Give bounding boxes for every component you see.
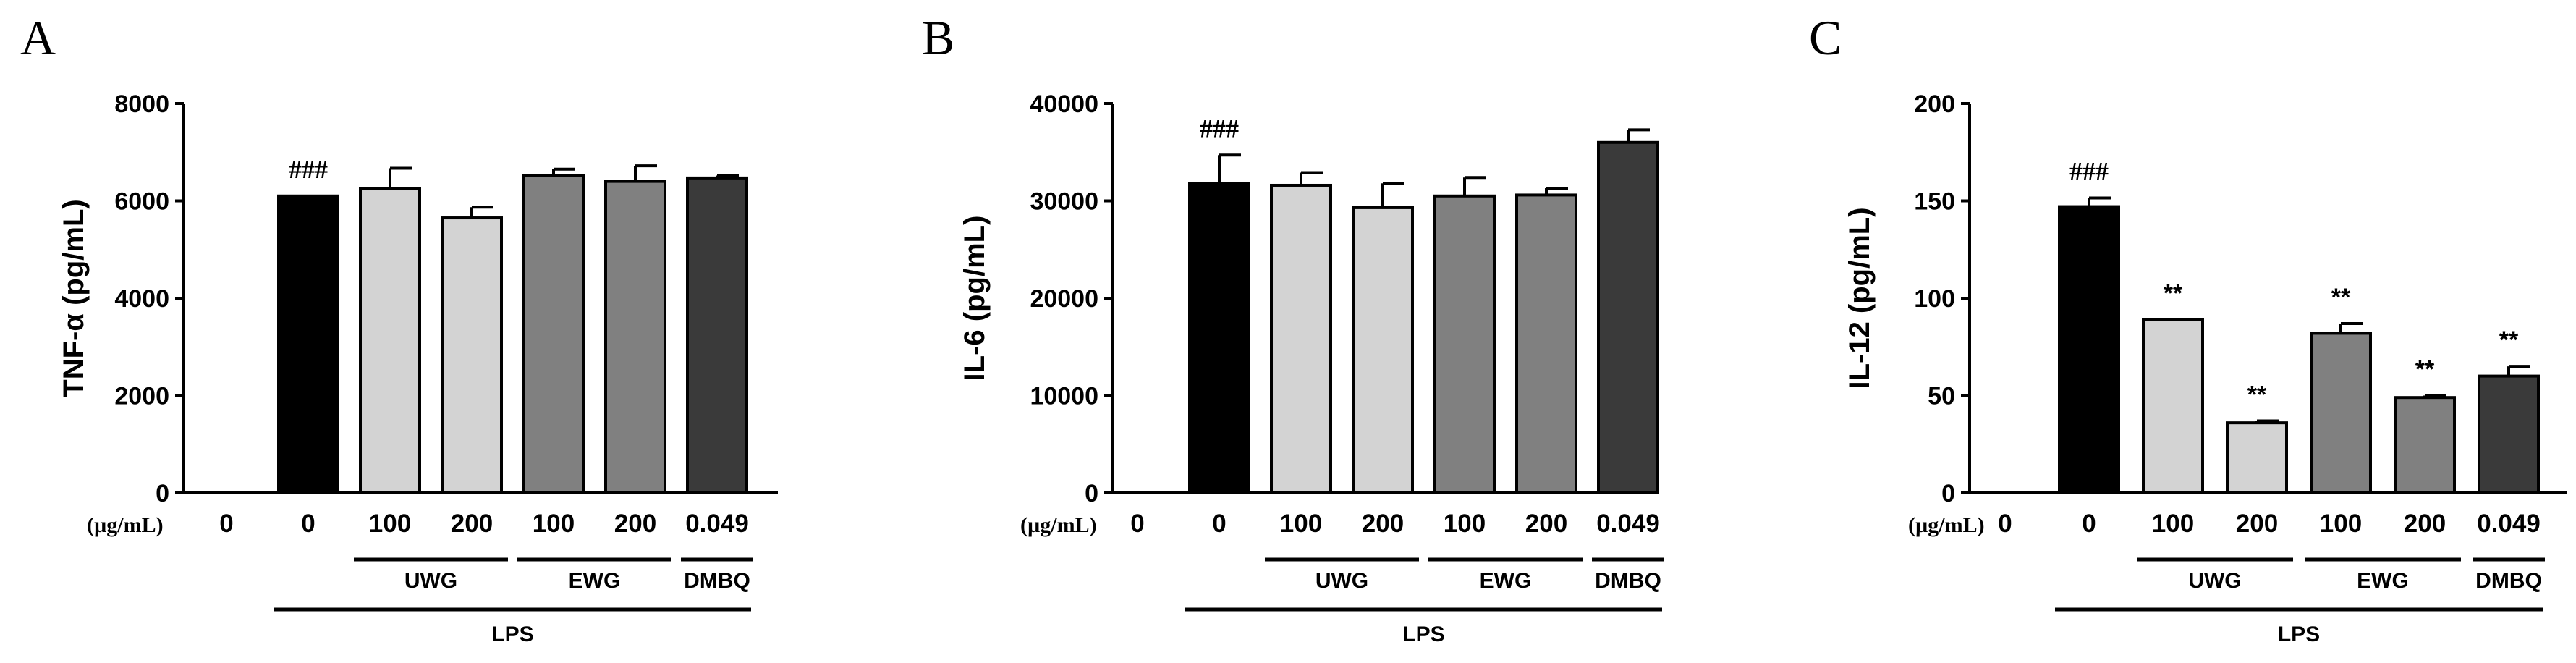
x-tick-label: 100 xyxy=(2320,510,2362,538)
group-label: EWG xyxy=(569,569,621,593)
bar xyxy=(2142,318,2204,494)
group-label: EWG xyxy=(2357,569,2409,593)
unit-label: (µg/mL) xyxy=(1020,513,1097,537)
y-tick-label: 40000 xyxy=(1030,90,1098,118)
y-tick-label: 8000 xyxy=(114,90,169,118)
group-label: UWG xyxy=(2188,569,2241,593)
y-tick-label: 0 xyxy=(1085,480,1098,507)
bar xyxy=(1515,193,1577,494)
y-axis-label: IL-12 (pg/mL) xyxy=(1844,207,1876,389)
y-tick-label: 4000 xyxy=(114,285,169,313)
bar xyxy=(359,187,421,494)
bar xyxy=(2226,421,2288,494)
unit-label: (µg/mL) xyxy=(1908,513,1985,537)
bar xyxy=(1352,206,1414,494)
x-tick-label: 200 xyxy=(451,510,493,538)
bar xyxy=(2394,396,2456,494)
x-tick-label: 0 xyxy=(1998,510,2012,538)
bar xyxy=(522,174,585,494)
x-tick-label: 0.049 xyxy=(1596,510,1660,538)
y-axis-label: IL-6 (pg/mL) xyxy=(959,216,991,381)
y-tick-label: 0 xyxy=(156,480,169,507)
panel-b: B IL-6 (pg/mL) 0 10000 20000 30000 40000 0 ### 0 1… xyxy=(922,10,1664,646)
x-tick-label: 200 xyxy=(1525,510,1567,538)
significance-marker: ** xyxy=(2331,284,2351,311)
x-tick-label: 0.049 xyxy=(2477,510,2541,538)
y-tick-label: 2000 xyxy=(114,383,169,410)
lps-label: LPS xyxy=(491,622,533,646)
y-tick-label: 100 xyxy=(1914,285,1955,313)
bar xyxy=(686,176,748,495)
significance-marker: ### xyxy=(289,155,328,184)
panel-a: A TNF-α (pg/mL) 0 2000 4000 6000 8000 0 ### 0 100 2… xyxy=(20,10,778,646)
x-tick-label: 0 xyxy=(301,510,315,538)
panel-c: C IL-12 (pg/mL) 0 50 100 150 200 0 ### 0 ** 100 ** 20… xyxy=(1809,10,2567,646)
group-label: UWG xyxy=(404,569,457,593)
x-tick-label: 200 xyxy=(614,510,656,538)
x-tick-label: 0.049 xyxy=(685,510,749,538)
x-tick-label: 200 xyxy=(2236,510,2278,538)
bar xyxy=(604,180,666,494)
y-tick-label: 30000 xyxy=(1030,188,1098,216)
group-label: DMBQ xyxy=(2475,569,2542,593)
x-tick-label: 100 xyxy=(369,510,411,538)
significance-marker: ### xyxy=(1200,114,1239,143)
y-tick-label: 20000 xyxy=(1030,285,1098,313)
panel-letter: A xyxy=(20,10,56,65)
bar xyxy=(1270,183,1332,494)
panel-letter: C xyxy=(1809,10,1842,65)
significance-marker: ** xyxy=(2164,280,2183,308)
x-tick-label: 0 xyxy=(1212,510,1226,538)
bar xyxy=(1433,194,1496,494)
y-tick-label: 0 xyxy=(1941,480,1955,507)
x-tick-label: 200 xyxy=(1362,510,1404,538)
bar xyxy=(2478,374,2540,494)
bar xyxy=(2310,332,2372,495)
group-label: UWG xyxy=(1315,569,1368,593)
x-tick-label: 100 xyxy=(1280,510,1322,538)
y-axis-label: TNF-α (pg/mL) xyxy=(58,199,90,397)
y-tick-label: 150 xyxy=(1914,188,1955,216)
y-tick-label: 10000 xyxy=(1030,383,1098,410)
lps-label: LPS xyxy=(1402,622,1444,646)
bar xyxy=(277,194,339,494)
y-tick-label: 200 xyxy=(1914,90,1955,118)
lps-label: LPS xyxy=(2278,622,2320,646)
x-tick-label: 200 xyxy=(2404,510,2446,538)
group-label: DMBQ xyxy=(1595,569,1661,593)
unit-label: (µg/mL) xyxy=(87,513,164,537)
x-tick-label: 100 xyxy=(1444,510,1486,538)
group-label: DMBQ xyxy=(684,569,750,593)
x-tick-label: 100 xyxy=(533,510,575,538)
significance-marker: ### xyxy=(2069,156,2109,185)
bar xyxy=(1188,182,1250,494)
significance-marker: ** xyxy=(2499,326,2519,354)
x-tick-label: 100 xyxy=(2152,510,2194,538)
y-tick-label: 50 xyxy=(1928,383,1955,410)
significance-marker: ** xyxy=(2415,356,2435,384)
x-tick-label: 0 xyxy=(1130,510,1144,538)
bar xyxy=(1597,140,1659,495)
y-tick-label: 6000 xyxy=(114,188,169,216)
x-tick-label: 0 xyxy=(2082,510,2096,538)
bar xyxy=(2058,205,2120,494)
significance-marker: ** xyxy=(2247,381,2267,408)
x-tick-label: 0 xyxy=(219,510,233,538)
group-label: EWG xyxy=(1480,569,1532,593)
bar xyxy=(441,216,503,494)
panel-letter: B xyxy=(922,10,954,65)
